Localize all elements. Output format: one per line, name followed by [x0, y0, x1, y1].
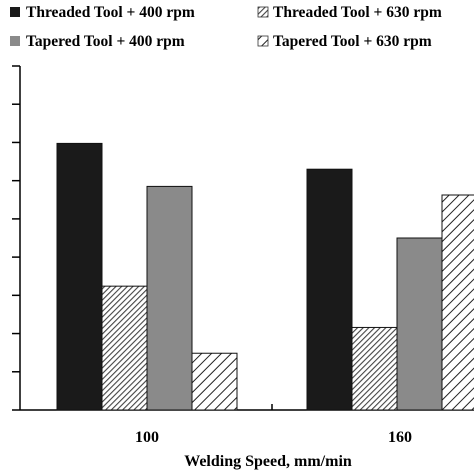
bar-160-series-2: [351, 326, 398, 411]
bar-160-series-3: [396, 237, 443, 411]
bar-160-series-1: [306, 168, 353, 411]
legend-label-threaded-400: Threaded Tool + 400 rpm: [26, 4, 195, 21]
bars-group: [56, 142, 474, 411]
legend-label-threaded-630: Threaded Tool + 630 rpm: [273, 4, 442, 21]
bar-100-series-2: [101, 285, 148, 411]
legend: Threaded Tool + 400 rpm Threaded Tool + …: [10, 4, 442, 50]
x-tick-label-100: 100: [135, 429, 159, 446]
y-axis-ticks: [12, 65, 20, 411]
legend-label-tapered-630: Tapered Tool + 630 rpm: [273, 33, 432, 50]
bar-160-series-4: [441, 194, 474, 411]
legend-swatch-tapered-400: [10, 36, 20, 46]
legend-swatch-threaded-630: [257, 6, 269, 18]
x-axis-title: Welding Speed, mm/min: [184, 453, 352, 470]
x-tick-label-160: 160: [388, 429, 412, 446]
legend-swatch-threaded-400: [10, 7, 20, 17]
legend-label-tapered-400: Tapered Tool + 400 rpm: [26, 33, 185, 50]
bar-100-series-3: [146, 185, 193, 411]
bar-100-series-1: [56, 142, 103, 411]
legend-swatch-tapered-630: [257, 35, 269, 47]
bar-100-series-4: [191, 352, 238, 411]
